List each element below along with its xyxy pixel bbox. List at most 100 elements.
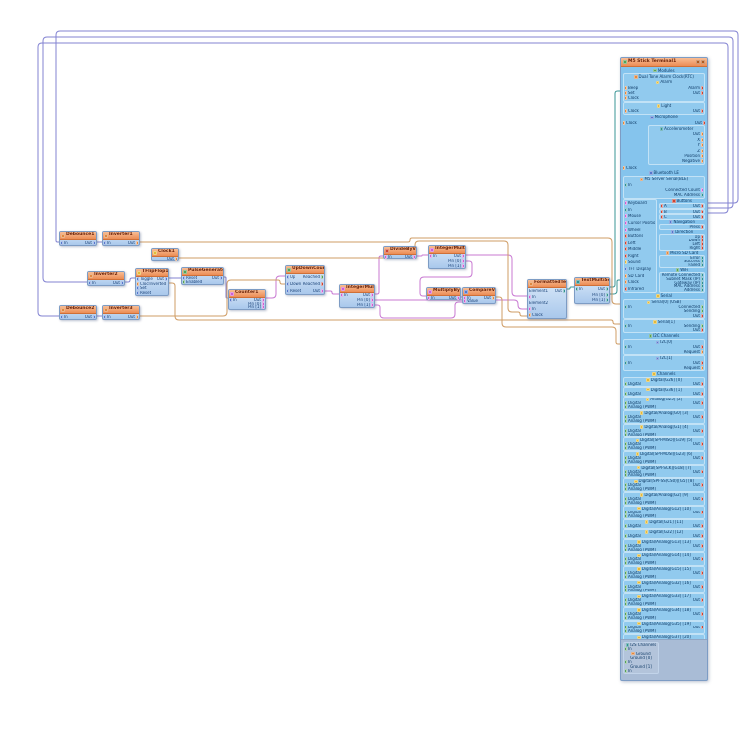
port-out[interactable]: Out [693, 361, 703, 365]
port-pin[interactable] [625, 428, 627, 433]
port-pin[interactable] [623, 165, 625, 170]
port-out[interactable]: Out [693, 381, 703, 386]
port-pin[interactable] [701, 415, 703, 419]
port-inverted[interactable]: Inverted [149, 282, 167, 286]
port-out[interactable]: Out [693, 570, 703, 575]
port-element2[interactable]: Element2 [529, 301, 548, 305]
port-pin[interactable] [625, 214, 627, 219]
port-wheel[interactable]: Wheel [625, 227, 641, 232]
port-pin[interactable] [341, 293, 343, 298]
port-pin[interactable] [462, 254, 464, 259]
port-pin[interactable] [89, 280, 91, 285]
port-pin[interactable] [576, 286, 578, 291]
port-pin[interactable] [701, 242, 703, 247]
node-inverter2[interactable]: Inverter2 In Out [87, 271, 125, 286]
port-mac-address[interactable]: MAC Address [674, 284, 703, 289]
port-pin[interactable] [625, 602, 627, 607]
port-out[interactable]: Out [313, 288, 323, 293]
port-in[interactable]: In [625, 207, 632, 212]
port-alarm[interactable]: Alarm [688, 85, 703, 90]
port-negative[interactable]: Negative [682, 159, 703, 164]
port-a[interactable]: A [661, 203, 667, 208]
port-pin[interactable] [464, 295, 466, 300]
port-pin[interactable] [625, 660, 627, 665]
port-subnet-mask-ip-[interactable]: Subnet Mask (IP) [666, 276, 703, 281]
port-pin[interactable] [701, 381, 703, 386]
port-left[interactable]: Left [625, 240, 636, 245]
port-pin[interactable] [625, 405, 627, 410]
port-pin[interactable] [606, 298, 608, 303]
board-header[interactable]: M5 Stick Terminal1 [621, 58, 707, 67]
port-pin[interactable] [701, 496, 703, 501]
port-in[interactable]: In [385, 254, 392, 259]
port-connected-count[interactable]: Connected Count [665, 187, 703, 192]
port-pin[interactable] [701, 272, 703, 277]
port-pin[interactable] [625, 304, 627, 309]
port-pin[interactable] [321, 288, 323, 293]
port-clock[interactable]: Clock [625, 280, 639, 285]
wire[interactable] [419, 260, 473, 297]
port-pin[interactable] [625, 415, 627, 419]
wire[interactable] [609, 279, 621, 295]
port-out[interactable]: Out [449, 295, 459, 300]
wire[interactable] [609, 90, 621, 288]
port-analog-pwm-[interactable]: Analog (PWM) [625, 547, 656, 552]
port-pin[interactable] [701, 246, 703, 250]
port-pin[interactable] [625, 514, 627, 519]
port-pin[interactable] [625, 280, 627, 285]
port-pin[interactable] [625, 543, 627, 548]
port-out[interactable]: Out [693, 109, 703, 114]
port-pin[interactable] [137, 281, 139, 286]
port-out[interactable]: Out [212, 276, 222, 280]
port-pin[interactable] [701, 309, 703, 314]
port-digital[interactable]: Digital [625, 510, 641, 515]
port-pin[interactable] [61, 240, 63, 245]
port-in[interactable]: In [625, 324, 632, 328]
port-pin[interactable] [701, 324, 703, 328]
port-request[interactable]: Request [684, 365, 703, 370]
port-pin[interactable] [701, 187, 703, 192]
wire[interactable] [374, 255, 384, 295]
port-pin[interactable] [701, 625, 703, 630]
node-title-bar[interactable]: Debounce2 [60, 306, 96, 314]
port-pin[interactable] [137, 290, 139, 295]
node-title-bar[interactable]: PulseGenerator1 [182, 268, 223, 276]
port-reached[interactable]: Reached [303, 282, 323, 286]
port-analog-pwm-[interactable]: Analog (PWM) [625, 418, 656, 423]
port-pin[interactable] [61, 314, 63, 319]
port-sending[interactable]: Sending [684, 324, 703, 328]
port-pin-1-[interactable]: Pin [1] [448, 263, 464, 268]
port-pin[interactable] [625, 473, 627, 478]
wire[interactable] [416, 254, 429, 257]
node-title-bar[interactable]: IntegerMultiSource2 [429, 246, 465, 254]
port-pin[interactable] [701, 109, 703, 114]
port-pin[interactable] [623, 120, 625, 125]
port-pin[interactable] [606, 292, 608, 297]
port-pin[interactable] [625, 496, 627, 501]
port-out[interactable]: Out [167, 256, 177, 261]
node-inverter1[interactable]: Inverter1 In Out [102, 231, 140, 246]
port-pin[interactable] [220, 276, 222, 280]
port-pin[interactable] [287, 288, 289, 293]
port-out[interactable]: Out [693, 401, 703, 406]
port-sending[interactable]: Sending [684, 309, 703, 314]
port-pin[interactable] [625, 547, 627, 552]
port-pin[interactable] [492, 295, 494, 300]
port-digital[interactable]: Digital [625, 496, 641, 501]
port-right[interactable]: Right [689, 246, 703, 250]
port-pin[interactable] [625, 273, 627, 278]
port-sound[interactable]: Sound [625, 260, 641, 265]
port-out[interactable]: Out [113, 280, 123, 285]
port-in[interactable]: In [104, 314, 111, 319]
port-pin[interactable] [183, 276, 185, 280]
port-pin[interactable] [625, 345, 627, 349]
port-pin[interactable] [563, 289, 565, 293]
node-clock1[interactable]: Clock1 Out [151, 248, 179, 261]
port-pin[interactable] [462, 259, 464, 263]
port-digital[interactable]: Digital [625, 557, 641, 562]
port-down[interactable]: Down [287, 282, 301, 286]
node-title-bar[interactable]: CompareValue1 [463, 288, 495, 296]
port-pin[interactable] [701, 255, 703, 260]
